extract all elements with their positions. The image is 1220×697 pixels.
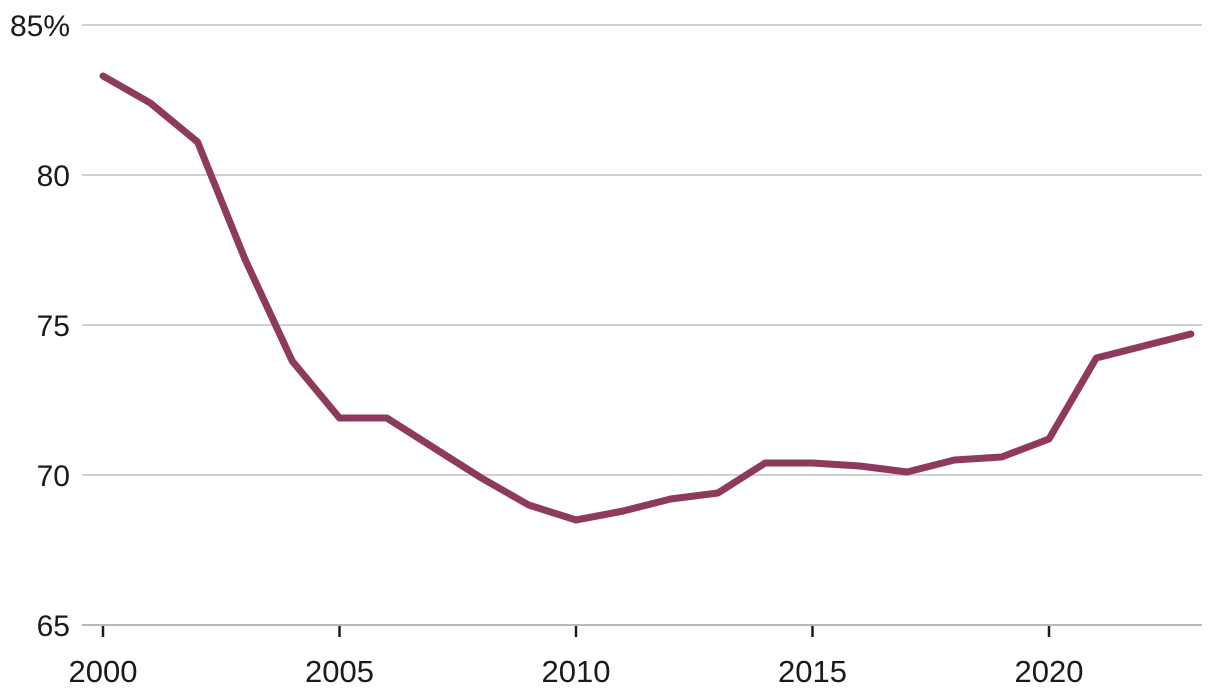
data-line-rate	[99, 72, 1195, 524]
y-axis-label-85: 85%	[10, 10, 70, 43]
x-axis-label-2015: 2015	[778, 654, 847, 689]
x-axis-label-2000: 2000	[69, 654, 138, 689]
x-axis-label-2020: 2020	[1015, 654, 1084, 689]
y-axis-label-70: 70	[37, 460, 70, 493]
x-axis-label-2010: 2010	[542, 654, 611, 689]
x-axis-ticks-group	[101, 626, 1051, 637]
x-axis-label-2005: 2005	[305, 654, 374, 689]
data-series-group	[99, 72, 1195, 524]
y-axis-label-75: 75	[37, 310, 70, 343]
y-axis-labels-group: 65 70 75 80 85%	[10, 10, 70, 643]
y-axis-label-65: 65	[37, 610, 70, 643]
y-axis-label-80: 80	[37, 160, 70, 193]
gridlines-group	[82, 24, 1202, 626]
x-axis-labels-group: 2000 2005 2010 2015 2020	[69, 654, 1084, 689]
